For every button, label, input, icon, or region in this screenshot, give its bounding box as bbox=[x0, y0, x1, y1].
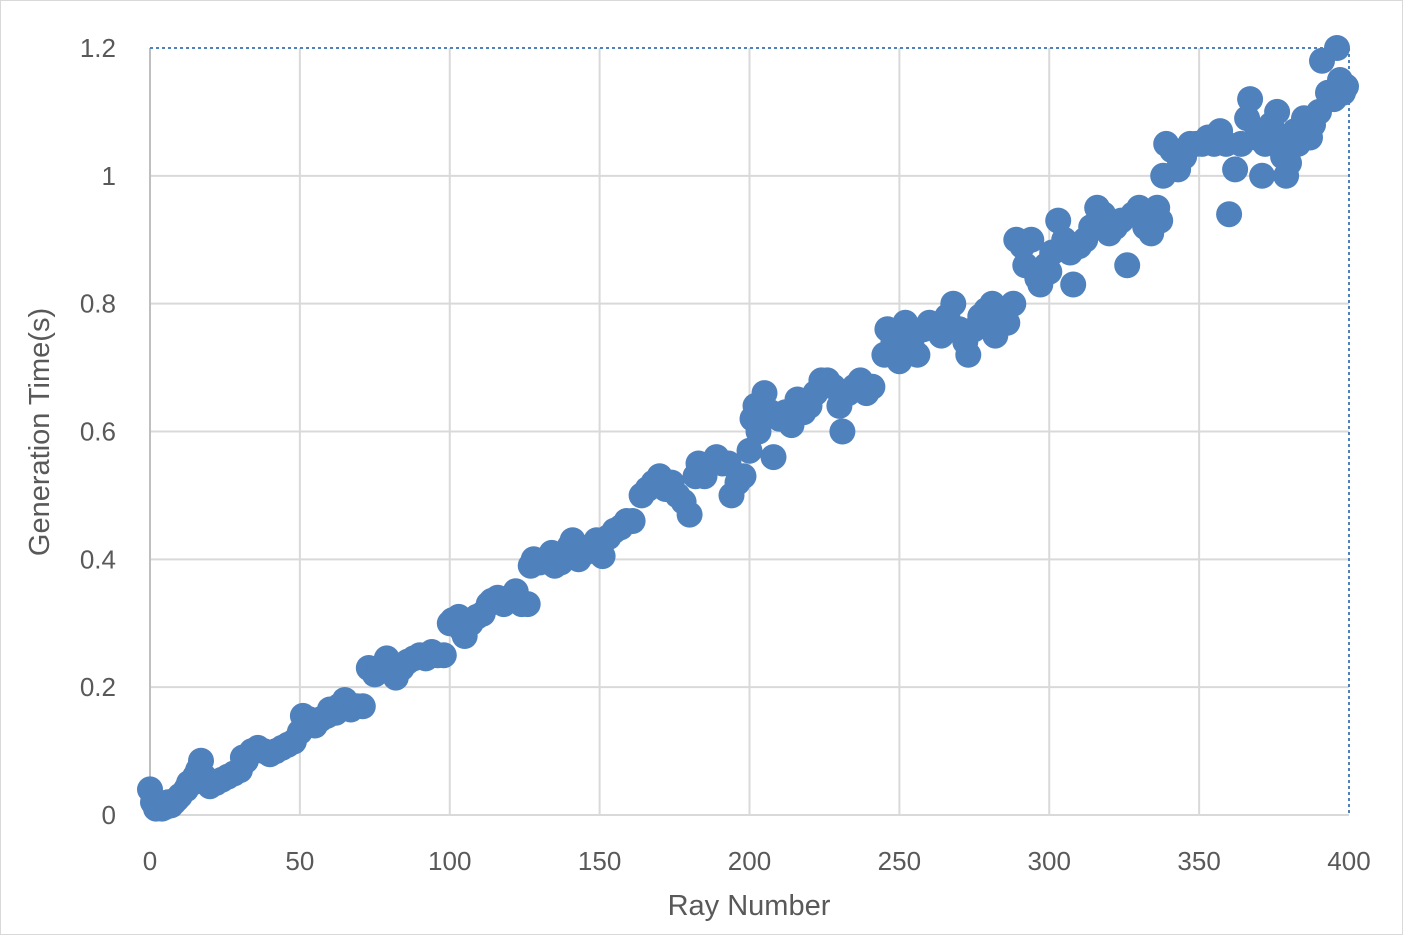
data-point bbox=[430, 642, 457, 669]
data-point bbox=[955, 341, 982, 368]
x-axis-title: Ray Number bbox=[668, 890, 831, 922]
data-points bbox=[137, 35, 1359, 822]
data-point bbox=[1147, 207, 1174, 234]
data-point bbox=[1060, 271, 1087, 298]
x-tick-label: 400 bbox=[1327, 846, 1370, 876]
data-point bbox=[1237, 86, 1264, 113]
y-tick-label: 1 bbox=[102, 161, 116, 191]
x-tick-label: 350 bbox=[1177, 846, 1220, 876]
data-point bbox=[1264, 98, 1291, 125]
y-tick-label: 0.4 bbox=[80, 544, 116, 574]
data-point bbox=[859, 373, 886, 400]
data-point bbox=[1324, 35, 1350, 61]
data-point bbox=[1249, 162, 1276, 189]
data-point bbox=[1114, 252, 1141, 279]
y-tick-label: 0.6 bbox=[80, 417, 116, 447]
data-point bbox=[760, 444, 787, 471]
x-tick-label: 0 bbox=[143, 846, 157, 876]
data-point bbox=[514, 591, 541, 618]
data-point bbox=[349, 693, 376, 720]
data-point bbox=[940, 290, 967, 317]
x-tick-label: 250 bbox=[878, 846, 921, 876]
x-tick-labels: 0 50 100 150 200 250 300 350 400 bbox=[143, 846, 1371, 876]
data-point bbox=[1216, 201, 1243, 228]
data-point bbox=[1000, 290, 1027, 317]
data-point bbox=[904, 341, 931, 368]
y-tick-label: 1.2 bbox=[80, 33, 116, 63]
x-tick-label: 100 bbox=[428, 846, 471, 876]
y-tick-label: 0.2 bbox=[80, 672, 116, 702]
y-tick-label: 0 bbox=[102, 800, 116, 830]
y-tick-label: 0.8 bbox=[80, 289, 116, 319]
data-point bbox=[829, 418, 856, 445]
x-tick-label: 150 bbox=[578, 846, 621, 876]
y-tick-labels: 0 0.2 0.4 0.6 0.8 1 1.2 bbox=[80, 33, 116, 830]
data-point bbox=[1036, 258, 1063, 285]
data-point bbox=[1018, 226, 1045, 253]
data-point bbox=[1222, 156, 1249, 183]
data-point bbox=[730, 463, 757, 490]
data-point bbox=[619, 508, 646, 534]
y-axis-title: Generation Time(s) bbox=[24, 308, 56, 556]
x-tick-label: 200 bbox=[728, 846, 771, 876]
x-tick-label: 300 bbox=[1028, 846, 1071, 876]
x-tick-label: 50 bbox=[285, 846, 314, 876]
plot-frame bbox=[149, 47, 1350, 816]
data-point bbox=[676, 501, 703, 528]
data-point bbox=[1333, 73, 1359, 100]
gridlines bbox=[150, 48, 1349, 815]
